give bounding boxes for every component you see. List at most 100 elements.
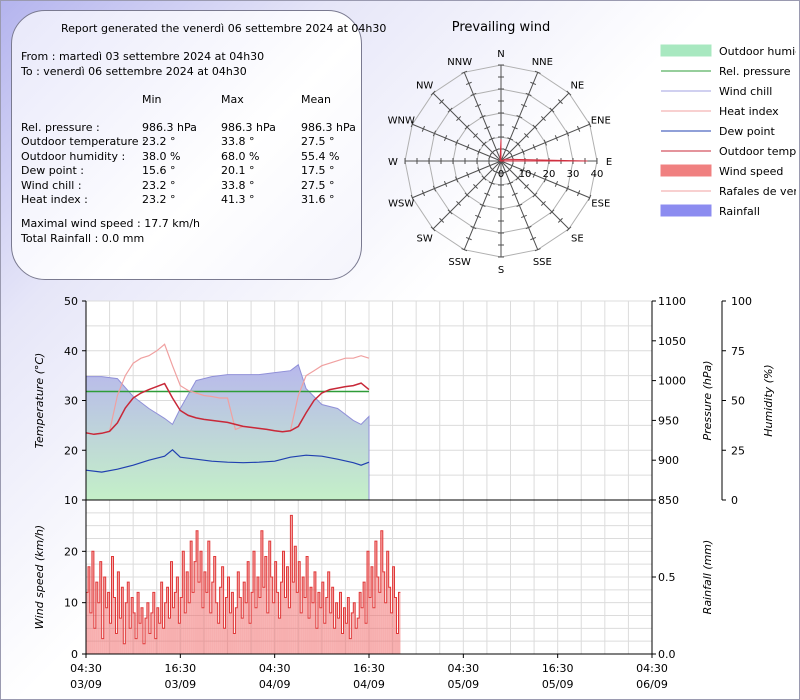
wind-speed-bar: [370, 566, 373, 654]
report-max-cell: 33.8 °: [221, 178, 255, 192]
heat-index-line: [85, 343, 370, 435]
wind-speed-bar: [390, 612, 393, 654]
wind-speed-bar: [105, 607, 108, 654]
polar-spoke-tick: [532, 144, 536, 151]
polar-spoke-tick: [464, 192, 470, 198]
polar-spoke-tick: [521, 167, 525, 174]
legend-swatch: [660, 164, 712, 177]
report-mean-cell: 55.4 %: [301, 149, 340, 163]
wind-speed-bar: [95, 582, 98, 654]
report-min-cell: 23.2 °: [142, 193, 176, 206]
polar-spoke-tick: [481, 141, 487, 147]
polar-spoke-tick: [523, 133, 529, 139]
wind-speed-bar: [333, 628, 336, 654]
legend-swatch: [660, 44, 712, 57]
wind-speed-bar: [135, 638, 138, 654]
wind-speed-bar: [268, 541, 271, 654]
wind-speed-bar: [127, 582, 130, 654]
wind-speed-bar: [101, 638, 104, 654]
polar-spoke-tick: [475, 103, 482, 108]
report-title: Report generated the venerdì 06 settembr…: [61, 22, 387, 35]
wind-speed-bar: [243, 582, 246, 654]
polar-spoke-tick: [516, 115, 523, 119]
header-max: Max: [221, 93, 244, 106]
wind-speed-bar: [182, 551, 185, 654]
wind-speed-bar: [180, 597, 183, 654]
temperature-tick-label: 20: [64, 444, 78, 457]
wind-speed-bar: [196, 530, 199, 654]
x-tick-time-label: 04:30: [636, 662, 668, 675]
wind-speed-bar: [361, 607, 364, 654]
polar-spoke-tick: [520, 103, 527, 108]
humidity-tick-label: 0: [731, 494, 738, 507]
wind-speed-bar: [388, 587, 391, 654]
polar-spoke-tick: [549, 209, 555, 215]
polar-spoke-tick: [507, 181, 514, 185]
wind-speed-bar: [188, 602, 191, 654]
wind-speed-bar: [115, 633, 118, 654]
wind-speed-bar: [125, 602, 128, 654]
wind-speed-bar: [209, 612, 212, 654]
wind-speed-bar: [313, 571, 316, 654]
x-tick-date-label: 03/09: [70, 678, 102, 691]
x-tick-date-label: 04/09: [353, 678, 385, 691]
wind-speed-bar: [345, 623, 348, 654]
wind-speed-bar: [87, 566, 90, 654]
polar-spoke-tick: [530, 236, 537, 241]
legend-label: Wind chill: [719, 85, 772, 98]
wind-speed-bar: [221, 566, 224, 654]
polar-direction-label: E: [606, 157, 612, 168]
polar-spoke-tick: [475, 214, 482, 219]
report-max-cell: 68.0 %: [221, 149, 260, 163]
wind-speed-bar: [168, 618, 171, 654]
polar-direction-label: SW: [417, 233, 433, 244]
wind-speed-bar: [274, 561, 277, 654]
polar-radial-tick-label: 40: [591, 169, 604, 180]
polar-spoke-tick: [470, 225, 477, 230]
wind-speed-bar: [349, 638, 352, 654]
wind-speed-bar: [86, 592, 88, 654]
wind-speed-bar: [282, 551, 285, 654]
polar-spoke-tick: [525, 92, 532, 97]
wind-speed-bar: [227, 577, 230, 654]
wind-speed-bar: [323, 623, 326, 654]
polar-spoke-tick: [477, 167, 481, 174]
polar-direction-label: N: [497, 49, 504, 60]
wind-speed-bar: [339, 592, 342, 654]
wind-speed-bar: [160, 582, 163, 654]
polar-spoke-tick: [465, 236, 472, 241]
wind-tick-label: 20: [64, 545, 78, 558]
wind-speed-bar: [148, 633, 151, 654]
polar-direction-label: ENE: [591, 116, 611, 127]
humidity-tick-label: 100: [731, 295, 752, 308]
wind-speed-bar: [357, 618, 360, 654]
wind-speed-bar: [319, 607, 322, 654]
wind-speed-bar: [317, 592, 320, 654]
wind-speed-bar: [133, 612, 136, 654]
polar-spoke-tick: [554, 135, 559, 142]
polar-spoke-tick: [432, 130, 437, 137]
x-tick-date-label: 05/09: [542, 678, 574, 691]
polar-spoke-tick: [557, 99, 563, 105]
wind-speed-bar: [296, 592, 299, 654]
polar-direction-label: NNE: [532, 57, 553, 68]
wind-speed-bar: [172, 607, 175, 654]
temperature-axis-title: Temperature (°C): [33, 353, 46, 449]
wind-speed-bar: [142, 643, 145, 654]
wind-speed-bar: [219, 587, 222, 654]
wind-speed-bar: [176, 577, 179, 654]
wind-speed-bar: [174, 592, 177, 654]
wind-speed-bar: [137, 592, 140, 654]
wind-speed-bar: [223, 628, 226, 654]
polar-spoke-tick: [455, 139, 459, 146]
wind-speed-bar: [213, 556, 216, 654]
polar-direction-label: S: [498, 265, 504, 276]
x-tick-time-label: 16:30: [164, 662, 196, 675]
wind-speed-bar: [276, 592, 279, 654]
wind-speed-bar: [272, 602, 275, 654]
wind-speed-bar: [392, 566, 395, 654]
wind-speed-bar: [247, 561, 250, 654]
polar-spoke-tick: [532, 171, 536, 178]
rain-axis-title: Rainfall (mm): [701, 540, 714, 615]
